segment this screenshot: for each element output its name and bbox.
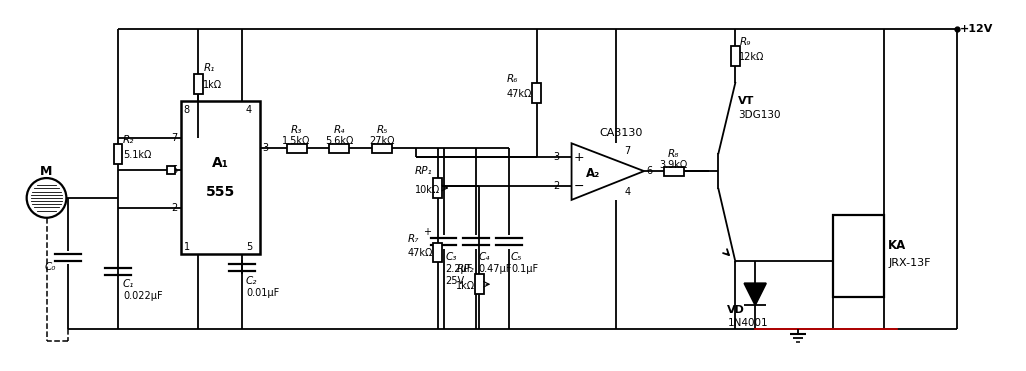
- Text: 1kΩ: 1kΩ: [203, 80, 223, 90]
- Text: VD: VD: [727, 305, 745, 315]
- Text: 47kΩ: 47kΩ: [507, 89, 532, 99]
- Bar: [114, 144, 122, 164]
- Text: 6: 6: [171, 165, 177, 175]
- Text: RP₂: RP₂: [457, 265, 474, 275]
- Bar: [166, 166, 174, 174]
- Text: C₂: C₂: [246, 276, 258, 286]
- Text: −: −: [574, 180, 584, 193]
- Text: A₂: A₂: [586, 167, 600, 180]
- Bar: [433, 178, 442, 198]
- Text: 1kΩ: 1kΩ: [457, 281, 476, 291]
- Bar: [832, 215, 884, 297]
- Text: 3.9kΩ: 3.9kΩ: [660, 160, 687, 170]
- Text: R₅: R₅: [377, 125, 388, 135]
- Text: 27kΩ: 27kΩ: [369, 136, 395, 146]
- Text: R₁: R₁: [203, 63, 214, 73]
- Text: C₅: C₅: [511, 252, 522, 262]
- Bar: [532, 83, 542, 103]
- Text: R₈: R₈: [668, 149, 679, 159]
- Text: M: M: [40, 165, 52, 178]
- Text: R₂: R₂: [123, 135, 134, 145]
- Text: JRX-13F: JRX-13F: [889, 259, 931, 268]
- Text: RP₁: RP₁: [415, 166, 432, 176]
- Text: C₃: C₃: [445, 252, 457, 262]
- Bar: [475, 274, 483, 294]
- Bar: [372, 144, 392, 153]
- Text: 555: 555: [205, 185, 235, 199]
- Text: R₆: R₆: [507, 74, 518, 84]
- Text: 2.2μF: 2.2μF: [445, 265, 473, 275]
- Text: 7: 7: [624, 146, 630, 156]
- Text: +: +: [574, 151, 584, 164]
- Text: C₁: C₁: [123, 279, 134, 289]
- Text: VT: VT: [739, 96, 755, 106]
- Text: 2: 2: [553, 181, 559, 191]
- Bar: [286, 144, 307, 153]
- Text: 0.1μF: 0.1μF: [511, 265, 539, 275]
- Text: 10kΩ: 10kΩ: [415, 185, 440, 195]
- Text: R₃: R₃: [291, 125, 303, 135]
- Text: 1.5kΩ: 1.5kΩ: [282, 136, 311, 146]
- Text: 4: 4: [624, 187, 630, 197]
- Text: 12kΩ: 12kΩ: [740, 52, 764, 62]
- Polygon shape: [744, 283, 766, 305]
- Text: 0.01μF: 0.01μF: [246, 288, 279, 298]
- Text: 3DG130: 3DG130: [739, 109, 781, 119]
- Text: 2: 2: [171, 203, 177, 213]
- Text: R₉: R₉: [740, 37, 751, 47]
- Text: +: +: [423, 227, 431, 237]
- Text: 0.47μF: 0.47μF: [478, 265, 512, 275]
- Bar: [664, 167, 683, 175]
- Text: C₀: C₀: [44, 262, 55, 272]
- Text: 8: 8: [184, 105, 190, 115]
- Text: 7: 7: [171, 133, 177, 143]
- Bar: [433, 243, 442, 262]
- Text: 0.022μF: 0.022μF: [123, 291, 162, 301]
- Text: 1N4001: 1N4001: [727, 318, 768, 328]
- Text: 6: 6: [646, 166, 653, 176]
- Text: 5.1kΩ: 5.1kΩ: [123, 150, 151, 160]
- Text: 1: 1: [184, 242, 190, 252]
- Text: 47kΩ: 47kΩ: [407, 249, 433, 259]
- Text: 5: 5: [246, 242, 252, 252]
- Text: A₁: A₁: [211, 156, 229, 170]
- Bar: [181, 101, 260, 255]
- Bar: [731, 46, 740, 66]
- Text: 3: 3: [553, 152, 559, 162]
- Text: CA3130: CA3130: [599, 128, 642, 138]
- Bar: [194, 74, 203, 94]
- Text: KA: KA: [889, 239, 906, 252]
- Text: 25V: 25V: [445, 276, 465, 286]
- Bar: [329, 144, 349, 153]
- Text: 3: 3: [262, 143, 268, 153]
- Text: C₄: C₄: [478, 252, 489, 262]
- Text: 4: 4: [246, 105, 252, 115]
- Text: R₄: R₄: [333, 125, 345, 135]
- Text: +12V: +12V: [959, 24, 993, 34]
- Text: R₇: R₇: [407, 234, 420, 244]
- Text: 5.6kΩ: 5.6kΩ: [325, 136, 354, 146]
